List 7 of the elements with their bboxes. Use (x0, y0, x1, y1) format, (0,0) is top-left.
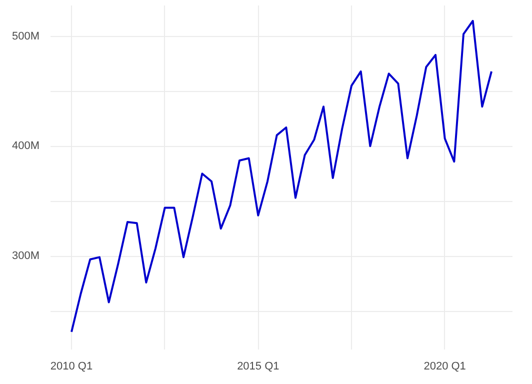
x-tick-label: 2010 Q1 (50, 360, 93, 372)
y-tick-label: 400M (12, 140, 40, 152)
x-tick-label: 2020 Q1 (424, 360, 466, 372)
x-tick-label: 2015 Q1 (237, 360, 280, 372)
line-series (70, 20, 492, 333)
y-tick-label: 500M (12, 30, 40, 42)
y-tick-label: 300M (12, 250, 40, 262)
